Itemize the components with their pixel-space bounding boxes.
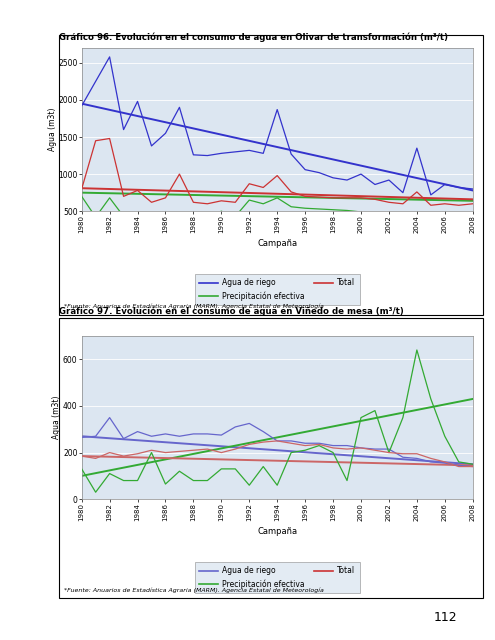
Y-axis label: Agua (m3t): Agua (m3t) bbox=[48, 108, 57, 151]
Text: Gráfico 97. Evolución en el consumo de agua en Viñedo de mesa (m³/t): Gráfico 97. Evolución en el consumo de a… bbox=[59, 306, 404, 316]
Text: *Fuente: Anuarios de Estadística Agraria (MARM). Agencia Estatal de Meteorología: *Fuente: Anuarios de Estadística Agraria… bbox=[64, 588, 324, 593]
Text: *Fuente: Anuarios de Estadística Agraria (MARM). Agencia Estatal de Meteorología: *Fuente: Anuarios de Estadística Agraria… bbox=[64, 303, 324, 309]
Y-axis label: Agua (m3t): Agua (m3t) bbox=[52, 396, 61, 439]
Legend: Agua de riego, Precipitación efectiva, Total: Agua de riego, Precipitación efectiva, T… bbox=[195, 274, 360, 305]
Text: 112: 112 bbox=[434, 611, 457, 624]
X-axis label: Campaña: Campaña bbox=[257, 527, 297, 536]
X-axis label: Campaña: Campaña bbox=[257, 239, 297, 248]
Legend: Agua de riego, Precipitación efectiva, Total: Agua de riego, Precipitación efectiva, T… bbox=[195, 562, 360, 593]
Text: Gráfico 96. Evolución en el consumo de agua en Olivar de transformación (m³/t): Gráfico 96. Evolución en el consumo de a… bbox=[59, 32, 448, 42]
